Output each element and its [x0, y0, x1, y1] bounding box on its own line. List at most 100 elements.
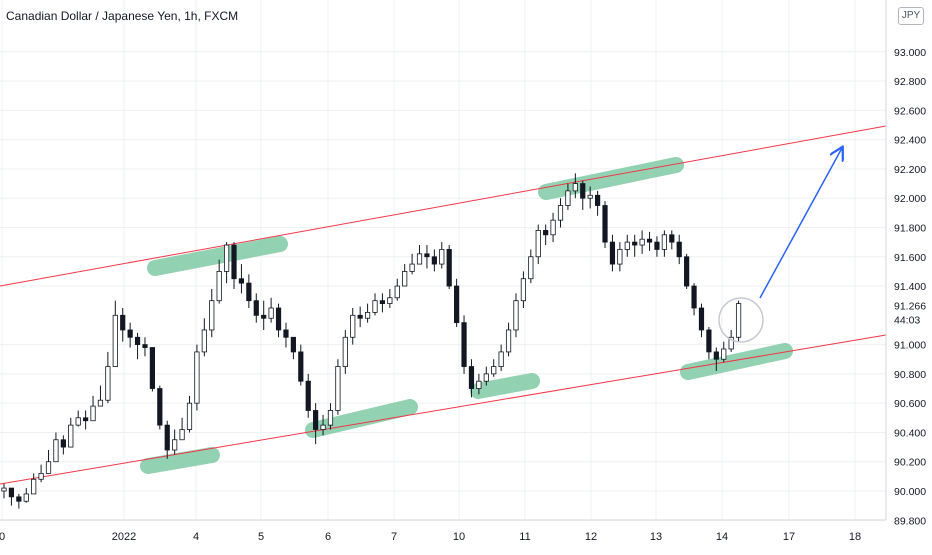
x-tick-label: 2022	[112, 531, 136, 543]
y-tick-label: 92.600	[894, 105, 926, 117]
candle-body	[364, 311, 371, 319]
candle-body	[246, 282, 252, 302]
candle-body	[268, 307, 274, 319]
candle-body	[201, 329, 207, 353]
x-tick-label: 5	[258, 531, 264, 543]
candle-body	[223, 244, 230, 272]
channel-lines	[0, 125, 887, 485]
candle-body	[661, 234, 667, 250]
candle-body	[572, 183, 578, 192]
last-price-label: 91.266	[894, 301, 926, 313]
candle-body	[105, 366, 111, 401]
x-tick-label: 12	[585, 531, 597, 543]
candle-body	[164, 424, 170, 451]
candle-body	[320, 424, 326, 430]
candle-body	[350, 314, 356, 338]
x-tick-label: 18	[849, 531, 861, 543]
candle-body	[75, 417, 81, 426]
candle-body	[580, 183, 586, 199]
candle-body	[535, 230, 541, 258]
candle-body	[45, 461, 52, 474]
candle-body	[238, 278, 245, 284]
candle-body	[53, 439, 59, 463]
candle-body	[609, 241, 616, 265]
candle-body	[342, 336, 348, 367]
grid	[0, 0, 886, 521]
candle-body	[491, 366, 497, 375]
candle-body	[557, 205, 564, 221]
candle-body	[60, 439, 66, 448]
candle-body	[90, 405, 96, 422]
candle-body	[698, 307, 705, 331]
candle-body	[83, 417, 89, 422]
candle-body	[461, 322, 467, 367]
candle-body	[97, 399, 104, 407]
candle-body	[713, 351, 719, 360]
y-tick-label: 92.000	[894, 193, 926, 205]
candle-body	[134, 336, 141, 345]
highlight-zone	[140, 447, 220, 474]
candle-body	[587, 194, 593, 199]
candle-body	[735, 303, 742, 338]
y-tick-label: 92.400	[894, 135, 926, 147]
candle-body	[157, 388, 163, 426]
currency-badge[interactable]: JPY	[898, 7, 924, 25]
candle-body	[431, 256, 437, 265]
candle-body	[1, 487, 7, 492]
candle-body	[691, 285, 697, 309]
x-tick-label: 13	[650, 531, 662, 543]
x-tick-label: 6	[325, 531, 331, 543]
candle-body	[275, 307, 282, 331]
channel-lower-line	[0, 334, 887, 485]
candle-body	[468, 366, 475, 389]
candle-body	[149, 347, 155, 389]
x-tick-label: 10	[453, 531, 465, 543]
candle-body	[313, 410, 319, 430]
channel-upper-line	[0, 125, 887, 287]
candle-body	[387, 297, 393, 305]
candle-body	[543, 230, 549, 236]
candle-body	[402, 270, 408, 287]
y-tick-label: 90.600	[894, 398, 926, 410]
y-tick-label: 90.400	[894, 427, 926, 439]
highlight-circle	[718, 297, 764, 343]
candles	[1, 173, 742, 509]
candle-body	[454, 285, 460, 324]
x-axis: 0 2022 4 5 6 7 10 11 12 13 14 17 18	[0, 519, 886, 543]
candle-body	[624, 241, 630, 250]
x-tick-label: 11	[519, 531, 530, 543]
candle-body	[179, 429, 185, 441]
candle-body	[565, 190, 571, 206]
y-tick-label: 93.000	[894, 47, 926, 59]
candle-body	[416, 253, 423, 265]
candle-body	[298, 351, 304, 382]
annotations	[718, 148, 842, 343]
candle-body	[476, 380, 482, 389]
highlight-zones	[140, 157, 793, 474]
x-tick-label: 4	[193, 531, 199, 543]
y-tick-label: 90.200	[894, 457, 926, 469]
y-tick-label: 91.800	[894, 222, 926, 234]
candle-body	[142, 344, 148, 348]
y-axis: 93.000 92.800 92.600 92.400 92.200 92.000 91.8…	[885, 0, 926, 527]
candle-body	[283, 329, 289, 338]
candle-body	[357, 314, 363, 319]
candle-body	[372, 300, 378, 313]
candle-body	[209, 300, 215, 331]
candle-body	[728, 336, 734, 350]
candle-body	[327, 410, 334, 426]
y-tick-label: 89.800	[894, 515, 926, 527]
candle-body	[617, 249, 623, 265]
candle-body	[335, 366, 341, 411]
candle-body	[520, 278, 527, 302]
x-tick-label: 14	[716, 531, 728, 543]
candle-body	[676, 241, 682, 258]
candle-body	[305, 380, 311, 411]
candle-body	[595, 194, 601, 206]
candle-body	[505, 329, 512, 353]
candle-body	[528, 256, 534, 280]
candle-body	[120, 314, 126, 331]
candle-body	[290, 336, 296, 353]
